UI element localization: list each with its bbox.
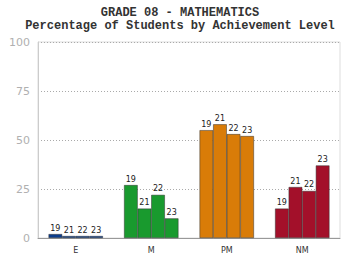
svg-text:19: 19 — [126, 175, 136, 184]
svg-text:21: 21 — [139, 198, 149, 207]
svg-text:0: 0 — [23, 232, 30, 245]
svg-text:Percentage of Students by Achi: Percentage of Students by Achievement Le… — [25, 19, 335, 33]
svg-text:19: 19 — [50, 224, 60, 233]
svg-text:GRADE 08 - MATHEMATICS: GRADE 08 - MATHEMATICS — [101, 6, 259, 20]
svg-text:21: 21 — [290, 177, 300, 186]
svg-text:25: 25 — [16, 183, 30, 196]
svg-text:50: 50 — [16, 134, 30, 147]
svg-text:23: 23 — [167, 208, 177, 217]
svg-text:19: 19 — [277, 198, 287, 207]
svg-text:22: 22 — [77, 226, 87, 235]
svg-text:19: 19 — [201, 120, 211, 129]
svg-text:NM: NM — [296, 246, 309, 255]
svg-text:M: M — [148, 246, 155, 255]
svg-text:22: 22 — [304, 180, 314, 189]
svg-text:22: 22 — [153, 184, 163, 193]
svg-text:E: E — [73, 246, 78, 255]
svg-text:22: 22 — [228, 124, 238, 133]
svg-text:23: 23 — [91, 226, 101, 235]
svg-text:PM: PM — [221, 246, 233, 255]
svg-text:23: 23 — [242, 126, 252, 135]
svg-text:75: 75 — [16, 85, 30, 98]
svg-text:23: 23 — [318, 155, 328, 164]
svg-text:21: 21 — [215, 114, 225, 123]
svg-text:100: 100 — [9, 36, 30, 49]
svg-text:21: 21 — [64, 226, 74, 235]
